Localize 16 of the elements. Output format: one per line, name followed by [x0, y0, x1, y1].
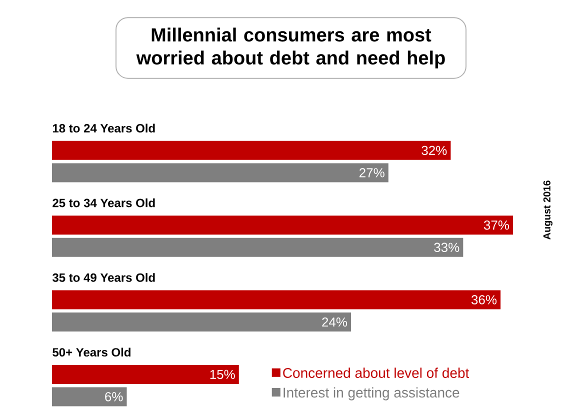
- data-label: 36%: [471, 295, 497, 304]
- y-tick-label: 50+ Years Old: [52, 348, 130, 357]
- data-label: 33%: [434, 242, 460, 252]
- y-tick-label: 18 to 24 Years Old: [52, 124, 155, 133]
- data-label: 24%: [322, 317, 348, 327]
- y-tick-label: 35 to 49 Years Old: [52, 273, 155, 282]
- data-label: 6%: [105, 392, 123, 402]
- data-label: 37%: [484, 220, 510, 230]
- y-tick-label: 25 to 34 Years Old: [52, 198, 155, 208]
- chart-title: Millennial consumers are most worried about debt and need help: [136, 28, 445, 68]
- data-label: 27%: [360, 168, 384, 178]
- legend-label: Concerned about level of debt: [283, 368, 470, 378]
- data-label: 32%: [422, 146, 447, 156]
- data-label: 15%: [210, 370, 235, 380]
- text: August 2016: [543, 180, 552, 240]
- legend-label: Interest in getting assistance: [284, 387, 460, 400]
